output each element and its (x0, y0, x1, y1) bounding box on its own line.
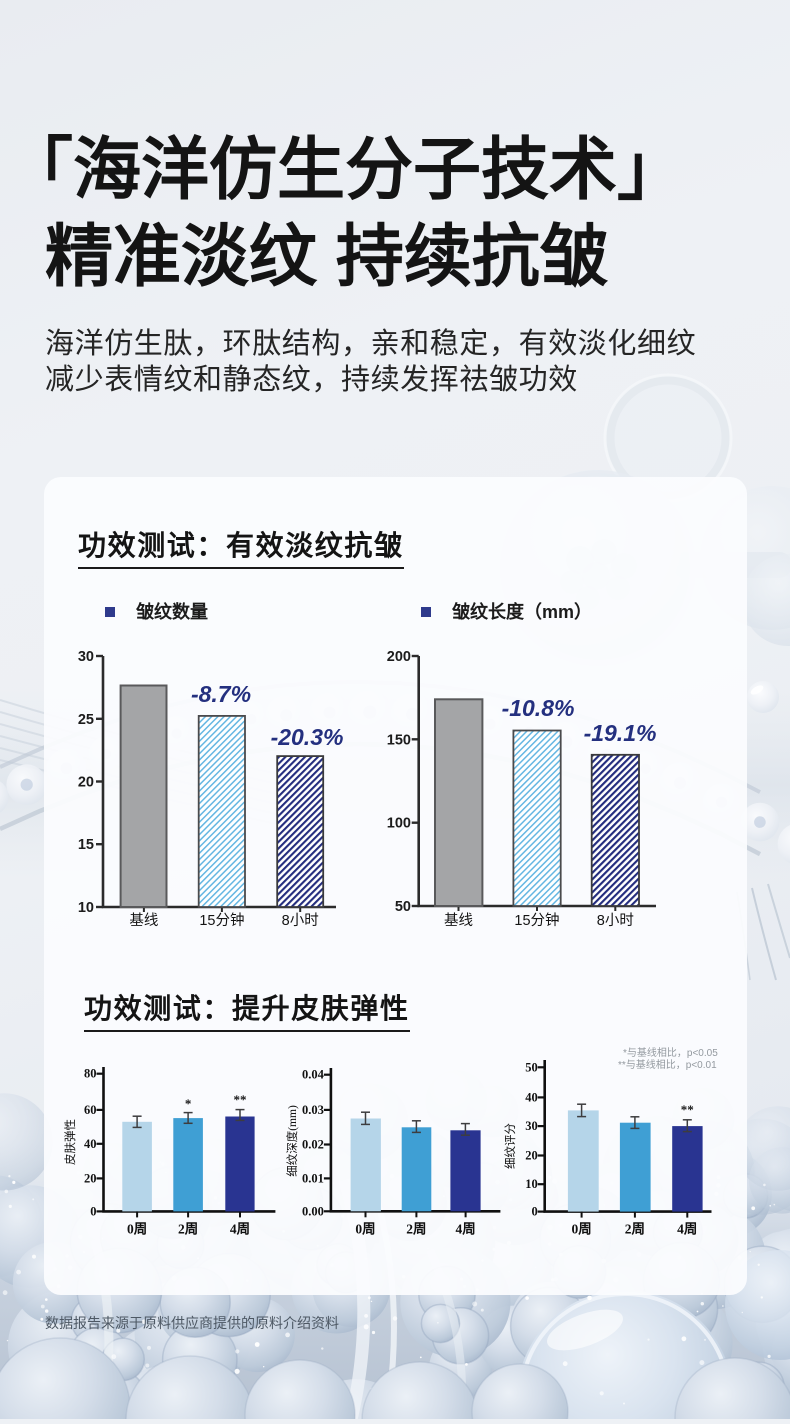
svg-text:-20.3%: -20.3% (271, 724, 344, 750)
svg-text:-19.1%: -19.1% (584, 720, 657, 746)
svg-text:4周: 4周 (230, 1221, 250, 1236)
svg-text:0周: 0周 (355, 1221, 375, 1236)
svg-text:10: 10 (78, 900, 94, 916)
svg-text:40: 40 (525, 1090, 538, 1104)
svg-text:2周: 2周 (625, 1222, 645, 1237)
svg-text:0: 0 (90, 1204, 96, 1218)
svg-text:细纹深度(mm): 细纹深度(mm) (285, 1105, 299, 1177)
svg-text:2周: 2周 (178, 1221, 198, 1236)
svg-text:100: 100 (387, 816, 411, 832)
svg-text:50: 50 (525, 1060, 538, 1074)
svg-text:0周: 0周 (571, 1222, 591, 1237)
svg-text:**: ** (234, 1092, 247, 1107)
svg-text:60: 60 (84, 1103, 97, 1117)
svg-text:15: 15 (78, 837, 94, 853)
svg-text:**: ** (681, 1102, 694, 1117)
svg-text:40: 40 (84, 1137, 97, 1151)
svg-text:**与基线相比，p<0.01: **与基线相比，p<0.01 (618, 1058, 717, 1071)
svg-text:0: 0 (531, 1205, 537, 1219)
svg-text:4周: 4周 (455, 1221, 475, 1236)
svg-text:20: 20 (525, 1149, 538, 1163)
svg-text:150: 150 (387, 732, 411, 748)
svg-text:0周: 0周 (127, 1221, 147, 1236)
svg-text:皮肤弹性: 皮肤弹性 (63, 1119, 77, 1165)
svg-text:基线: 基线 (444, 912, 473, 929)
svg-text:0.03: 0.03 (302, 1103, 324, 1117)
svg-text:-10.8%: -10.8% (502, 695, 575, 721)
svg-text:80: 80 (84, 1067, 97, 1081)
svg-text:20: 20 (78, 775, 94, 791)
svg-text:25: 25 (78, 712, 94, 728)
svg-text:10: 10 (525, 1177, 538, 1191)
svg-text:2周: 2周 (406, 1221, 426, 1236)
svg-text:基线: 基线 (129, 912, 158, 929)
svg-text:4周: 4周 (677, 1222, 697, 1237)
svg-text:-8.7%: -8.7% (191, 681, 251, 707)
svg-text:15分钟: 15分钟 (514, 912, 559, 929)
svg-text:8小时: 8小时 (282, 912, 319, 929)
svg-text:200: 200 (387, 649, 411, 665)
svg-text:0.00: 0.00 (302, 1204, 324, 1218)
svg-text:*: * (185, 1096, 192, 1111)
svg-text:20: 20 (84, 1171, 97, 1185)
svg-text:0.02: 0.02 (302, 1138, 324, 1152)
svg-text:30: 30 (525, 1119, 538, 1133)
svg-text:8小时: 8小时 (597, 912, 634, 929)
svg-text:0.04: 0.04 (302, 1068, 325, 1082)
svg-text:30: 30 (78, 649, 94, 665)
svg-text:50: 50 (395, 899, 411, 915)
svg-text:*与基线相比，p<0.05: *与基线相比，p<0.05 (623, 1046, 718, 1059)
svg-text:细纹评分: 细纹评分 (503, 1123, 517, 1169)
svg-text:15分钟: 15分钟 (199, 912, 244, 929)
svg-text:0.01: 0.01 (302, 1171, 324, 1185)
